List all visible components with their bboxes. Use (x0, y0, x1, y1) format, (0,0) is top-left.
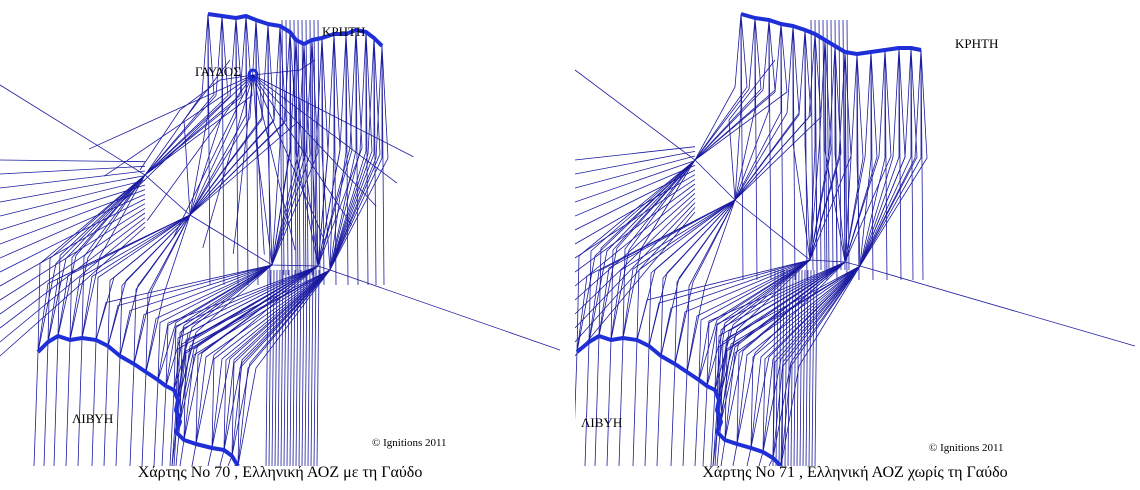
label-crete: ΚΡΗΤΗ (322, 24, 365, 39)
copyright-text: © Ignitions 2011 (372, 437, 447, 449)
map-panel-70: ΚΡΗΤΗ ΓΑΥΔΟΣ ΛΙΒΥΗ © Ignitions 2011 Χάρτ… (0, 0, 560, 490)
crete-coastline (740, 12, 922, 56)
eez-map-with-gavdos: ΚΡΗΤΗ ΓΑΥΔΟΣ ΛΙΒΥΗ © Ignitions 2011 (0, 12, 560, 466)
libya-coastline (575, 334, 783, 466)
crete-coastline (207, 12, 384, 48)
copyright-text: © Ignitions 2011 (929, 442, 1004, 454)
libya-coastline (36, 334, 240, 466)
map-caption: Χάρτης Νο 70 , Ελληνική ΑΟΖ με τη Γαύδο (137, 464, 423, 481)
label-libya: ΛΙΒΥΗ (581, 415, 622, 430)
map-caption: Χάρτης Νο 71 , Ελληνική ΑΟΖ χωρίς τη Γαύ… (702, 464, 1008, 481)
label-crete: ΚΡΗΤΗ (955, 36, 998, 51)
label-gavdos: ΓΑΥΔΟΣ (195, 64, 241, 79)
eez-map-without-gavdos: ΚΡΗΤΗ ΛΙΒΥΗ © Ignitions 2011 (575, 12, 1135, 466)
median-line-network (575, 13, 1135, 466)
map-panel-71: ΚΡΗΤΗ ΛΙΒΥΗ © Ignitions 2011 Χάρτης Νο 7… (575, 0, 1135, 490)
median-line-network (0, 13, 560, 466)
gavdos-island (247, 68, 259, 82)
label-libya: ΛΙΒΥΗ (72, 411, 113, 426)
